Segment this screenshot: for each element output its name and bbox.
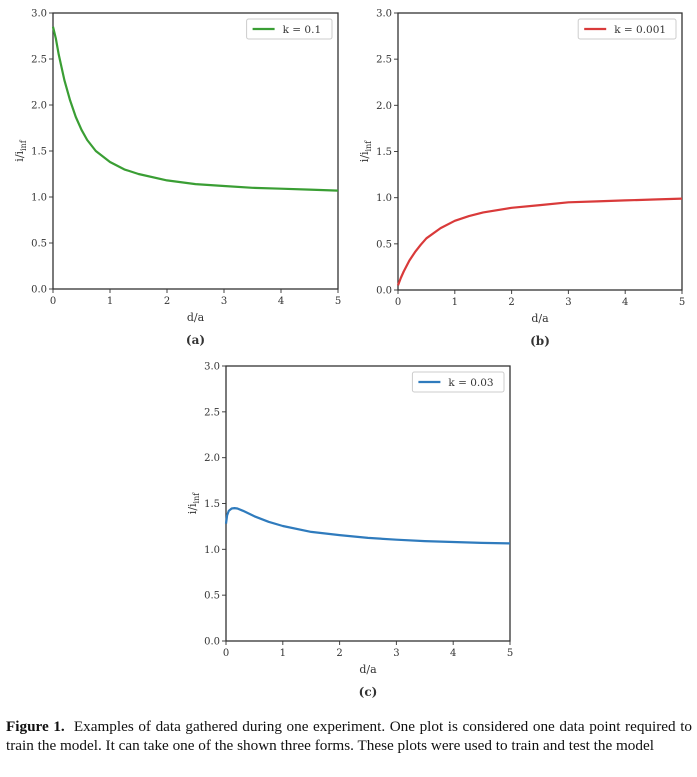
chart-panel-a: 0.0 0.5 1.0 1.5 2.0 2.5 3.0 0 1 2 3 4 5 d/a i/iinf k = … xyxy=(13,9,341,348)
y-tick-label: 2.0 xyxy=(376,101,392,112)
y-axis-label: i/iinf xyxy=(358,140,373,162)
y-tick-label: 0.0 xyxy=(376,286,392,297)
x-tick-label: 4 xyxy=(278,296,284,307)
plot-frame xyxy=(397,12,683,291)
y-axis-label-subscript: inf xyxy=(192,492,201,504)
x-tick-label: 4 xyxy=(622,297,628,308)
y-tick-label: 3.0 xyxy=(31,9,47,20)
y-tick-label: 2.5 xyxy=(31,55,47,66)
panel-label: (b) xyxy=(530,334,550,348)
y-axis-label: i/iinf xyxy=(13,139,28,161)
chart-panel-b: 0.0 0.5 1.0 1.5 2.0 2.5 3.0 0 1 2 3 4 5 d/a i/iinf k = … xyxy=(358,9,685,349)
y-tick-label: 0.5 xyxy=(31,239,47,250)
y-axis-label-subscript: inf xyxy=(364,140,373,152)
plot-frame xyxy=(52,12,339,290)
series-line xyxy=(396,197,683,286)
series-line xyxy=(51,26,339,192)
x-tick-label: 5 xyxy=(507,648,513,659)
y-tick-label: 3.0 xyxy=(376,9,392,20)
legend-label: k = 0.001 xyxy=(614,24,666,36)
y-axis-label-subscript: inf xyxy=(19,139,28,151)
legend-label: k = 0.03 xyxy=(448,377,493,389)
y-tick-label: 1.5 xyxy=(376,147,392,158)
x-tick-label: 0 xyxy=(223,648,229,659)
panel-label: (c) xyxy=(359,685,378,699)
x-axis-label: d/a xyxy=(187,311,205,324)
x-tick-label: 5 xyxy=(679,297,685,308)
x-tick-label: 0 xyxy=(50,296,56,307)
x-tick-label: 1 xyxy=(280,648,286,659)
figure: 0.0 0.5 1.0 1.5 2.0 2.5 3.0 0 1 2 3 4 5 d/a i/iinf k = … xyxy=(13,9,685,700)
y-tick-label: 3.0 xyxy=(204,362,220,373)
panel-label: (a) xyxy=(186,333,205,347)
legend: k = 0.001 xyxy=(577,18,677,40)
y-tick-label: 0.0 xyxy=(31,285,47,296)
x-tick-label: 1 xyxy=(452,297,458,308)
x-tick-label: 2 xyxy=(508,297,514,308)
x-tick-label: 3 xyxy=(565,297,571,308)
chart-panel-c: 0.0 0.5 1.0 1.5 2.0 2.5 3.0 0 1 2 3 4 5 d/a i/iinf k = … xyxy=(186,362,513,700)
y-tick-label: 0.5 xyxy=(376,239,392,250)
y-tick-label: 1.0 xyxy=(204,545,220,556)
series-line xyxy=(224,507,511,545)
x-tick-label: 2 xyxy=(336,648,342,659)
x-tick-label: 4 xyxy=(450,648,456,659)
figure-caption: Figure 1. Examples of data gathered duri… xyxy=(6,717,692,755)
x-tick-label: 5 xyxy=(335,296,341,307)
x-tick-label: 2 xyxy=(164,296,170,307)
legend-box xyxy=(246,18,333,40)
x-tick-label: 1 xyxy=(107,296,113,307)
y-tick-label: 1.0 xyxy=(31,193,47,204)
plot-frame xyxy=(225,365,511,642)
y-axis-label: i/iinf xyxy=(186,492,201,514)
legend-label: k = 0.1 xyxy=(283,24,322,36)
caption-text: Examples of data gathered during one exp… xyxy=(6,718,693,754)
legend: k = 0.03 xyxy=(411,371,505,393)
x-tick-label: 0 xyxy=(395,297,401,308)
y-tick-label: 2.0 xyxy=(204,453,220,464)
y-tick-label: 1.5 xyxy=(31,147,47,158)
y-tick-label: 1.5 xyxy=(204,499,220,510)
y-tick-label: 2.0 xyxy=(31,101,47,112)
x-tick-label: 3 xyxy=(221,296,227,307)
y-tick-label: 2.5 xyxy=(204,407,220,418)
y-tick-label: 2.5 xyxy=(376,55,392,66)
x-axis-label: d/a xyxy=(531,312,549,325)
y-tick-label: 0.0 xyxy=(204,637,220,648)
legend-box xyxy=(577,18,677,40)
x-axis-label: d/a xyxy=(359,663,377,676)
legend-box xyxy=(411,371,505,393)
legend: k = 0.1 xyxy=(246,18,333,40)
x-tick-label: 3 xyxy=(393,648,399,659)
y-tick-label: 1.0 xyxy=(376,193,392,204)
y-tick-label: 0.5 xyxy=(204,591,220,602)
caption-label: Figure 1. xyxy=(6,718,65,735)
